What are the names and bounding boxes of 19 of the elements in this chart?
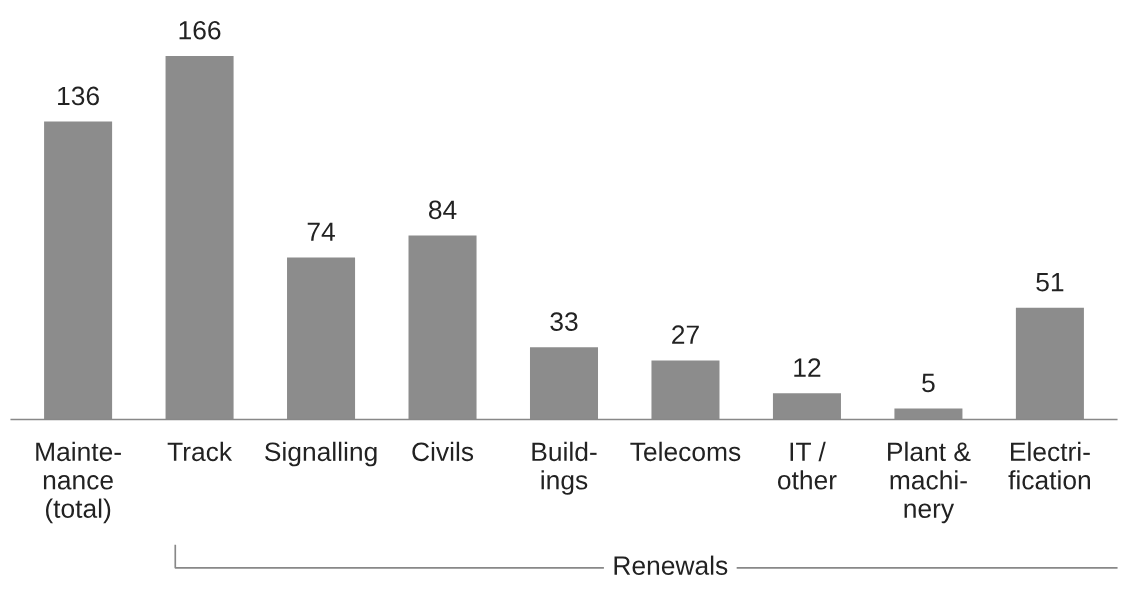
data-label: 27 [672, 325, 699, 344]
data-label: 136 [58, 86, 99, 106]
x-tick-label: Civils [412, 441, 474, 462]
x-tick-label: Mainte- nance (total) [36, 441, 121, 524]
x-tick-label: Track [167, 441, 233, 462]
data-label: 74 [307, 222, 335, 241]
text: Renewals [614, 555, 728, 575]
x-tick-label: Electri- fication [1008, 441, 1090, 490]
x-tick-label: Signalling [265, 441, 377, 467]
data-label: 12 [794, 358, 821, 377]
data-label: 33 [550, 312, 578, 331]
data-label: 84 [428, 200, 457, 220]
data-label: 5 [922, 373, 935, 393]
x-tick-label: Build- ings [532, 441, 597, 495]
x-tick-label: Plant & machi- nery [888, 441, 971, 524]
data-label: 166 [179, 20, 221, 40]
x-tick-label: IT / other [777, 441, 837, 490]
x-tick-label: Telecoms [630, 441, 741, 462]
data-label: 51 [1036, 273, 1064, 292]
